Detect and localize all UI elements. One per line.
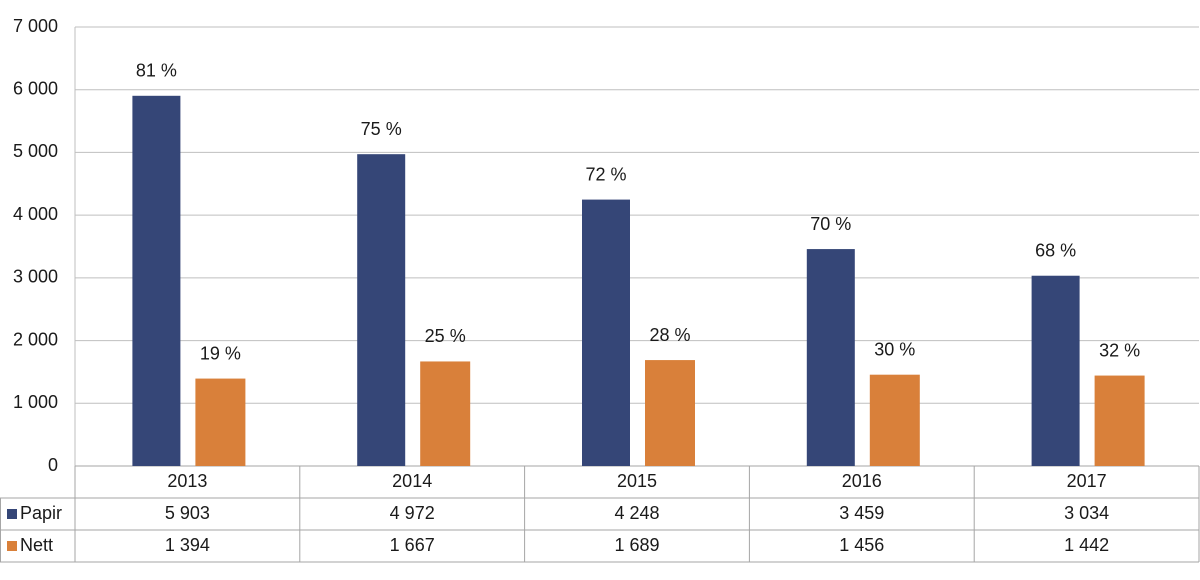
x-tick-label: 2015 [617, 471, 657, 491]
table-value: 4 248 [614, 503, 659, 523]
y-tick-label: 7 000 [13, 16, 58, 36]
share-label: 25 % [425, 326, 466, 346]
table-value: 1 456 [839, 535, 884, 555]
legend-label: Nett [20, 535, 53, 555]
x-tick-label: 2014 [392, 471, 432, 491]
share-label: 30 % [874, 339, 915, 359]
table-value: 1 667 [390, 535, 435, 555]
bar [806, 249, 855, 466]
share-label: 70 % [810, 214, 851, 234]
table-value: 1 442 [1064, 535, 1109, 555]
table-value: 3 034 [1064, 503, 1109, 523]
bar [869, 374, 920, 466]
table-value: 5 903 [165, 503, 210, 523]
share-label: 75 % [361, 119, 402, 139]
share-label: 28 % [649, 325, 690, 345]
bar [195, 378, 246, 466]
table-value: 4 972 [390, 503, 435, 523]
bar [132, 95, 181, 466]
y-tick-label: 6 000 [13, 78, 58, 98]
y-tick-label: 0 [48, 455, 58, 475]
share-label: 81 % [136, 61, 177, 81]
legend-swatch [7, 541, 17, 551]
table-value: 3 459 [839, 503, 884, 523]
bar [1031, 275, 1080, 466]
bar [645, 360, 695, 466]
bar [1094, 375, 1145, 466]
share-label: 32 % [1099, 340, 1140, 360]
x-tick-label: 2016 [842, 471, 882, 491]
y-tick-label: 5 000 [13, 141, 58, 161]
x-tick-label: 2017 [1067, 471, 1107, 491]
table-value: 1 394 [165, 535, 210, 555]
bar [357, 154, 406, 466]
x-tick-label: 2013 [167, 471, 207, 491]
y-tick-label: 2 000 [13, 329, 58, 349]
bar [582, 199, 630, 466]
legend-swatch [7, 509, 17, 519]
table-value: 1 689 [614, 535, 659, 555]
legend-label: Papir [20, 503, 62, 523]
share-label: 19 % [200, 343, 241, 363]
y-tick-label: 4 000 [13, 204, 58, 224]
y-tick-label: 1 000 [13, 392, 58, 412]
share-label: 72 % [585, 164, 626, 184]
share-label: 68 % [1035, 240, 1076, 260]
bar [420, 361, 471, 466]
y-tick-label: 3 000 [13, 267, 58, 287]
